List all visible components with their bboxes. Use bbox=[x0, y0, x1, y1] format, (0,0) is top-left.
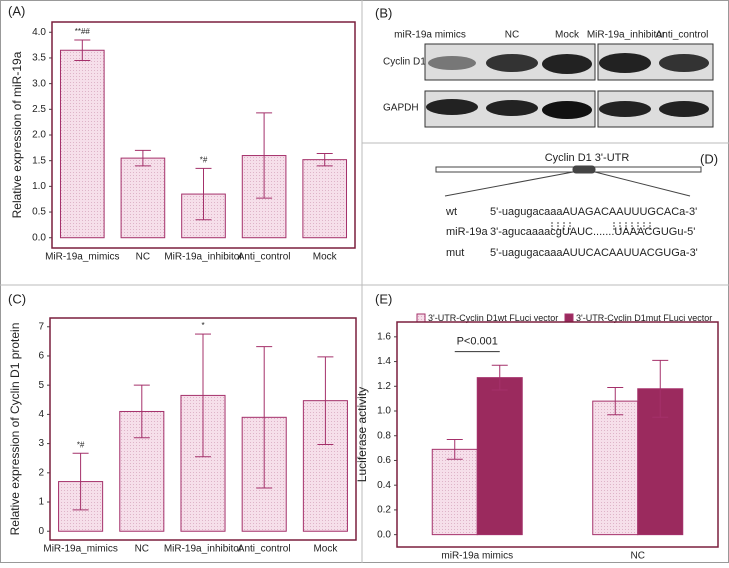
panel-label: (E) bbox=[375, 291, 392, 306]
x-tick-label: NC bbox=[135, 544, 149, 555]
y-tick-label: 0.8 bbox=[377, 430, 391, 441]
bar-annotation: *# bbox=[200, 155, 208, 164]
y-tick-label: 0.0 bbox=[377, 529, 391, 540]
x-tick-label: MiR-19a_mimics bbox=[43, 544, 117, 555]
y-tick-label: 7 bbox=[38, 321, 44, 332]
row-label: mut bbox=[446, 247, 464, 259]
plot-frame bbox=[51, 21, 356, 249]
utr-schematic bbox=[435, 165, 702, 230]
row-label: miR-19a bbox=[446, 226, 488, 238]
y-tick-label: 0 bbox=[38, 526, 44, 537]
x-tick-label: Anti_control bbox=[238, 544, 291, 555]
lane-label: MiR-19a_inhibitor bbox=[587, 30, 666, 41]
lane-label: Mock bbox=[555, 30, 580, 41]
legend-swatch bbox=[416, 313, 426, 323]
panel-label: (D) bbox=[700, 151, 718, 166]
blot-image bbox=[424, 43, 714, 128]
y-tick-label: 0.6 bbox=[377, 455, 391, 466]
y-tick-label: 1.6 bbox=[377, 331, 391, 342]
sequence: 3'-agucaaaacgUAUC.......UAAACGUGu-5' bbox=[490, 226, 695, 238]
bar bbox=[59, 49, 105, 239]
annotation: P<0.001 bbox=[457, 336, 498, 348]
y-tick-label: 1.0 bbox=[32, 181, 46, 192]
y-tick-label: 3 bbox=[38, 438, 44, 449]
legend-label: 3'-UTR-Cyclin D1wt FLuci vector bbox=[428, 313, 558, 323]
row-label: wt bbox=[445, 206, 457, 218]
y-tick-label: 0.0 bbox=[32, 232, 46, 243]
y-axis-label: Relative expression of Cyclin D1 protein bbox=[8, 323, 22, 536]
panel-label: (A) bbox=[8, 3, 25, 18]
y-tick-label: 0.2 bbox=[377, 505, 391, 516]
y-axis-label: Luciferase activity bbox=[355, 387, 369, 482]
bar bbox=[120, 157, 166, 239]
x-tick-label: MiR-19a_mimics bbox=[45, 252, 119, 263]
bar-annotation: * bbox=[201, 321, 204, 330]
x-tick-label: MiR-19a_inhibitor bbox=[164, 252, 243, 263]
y-tick-label: 1.0 bbox=[377, 406, 391, 417]
y-tick-label: 4.0 bbox=[32, 27, 46, 38]
y-tick-label: 4 bbox=[38, 409, 44, 420]
lane-label: miR-19a mimics bbox=[394, 30, 466, 41]
x-tick-label: NC bbox=[136, 252, 150, 263]
y-tick-label: 3.5 bbox=[32, 53, 46, 64]
row-label: Cyclin D1 bbox=[383, 57, 426, 68]
y-tick-label: 1 bbox=[38, 497, 44, 508]
legend-label: 3'-UTR-Cyclin D1mut FLuci vector bbox=[576, 313, 712, 323]
row-label: GAPDH bbox=[383, 103, 419, 114]
diagram-title: Cyclin D1 3'-UTR bbox=[545, 152, 630, 164]
bar-annotation: **## bbox=[75, 27, 91, 36]
y-tick-label: 0.4 bbox=[377, 480, 391, 491]
y-tick-label: 0.5 bbox=[32, 207, 46, 218]
x-tick-label: MiR-19a_inhibitor bbox=[164, 544, 243, 555]
sequence: 5'-uagugacaaaAUAGACAAUUUGCACa-3' bbox=[490, 206, 697, 218]
sequence: 5'-uagugacaaaAUUCACAAUUACGUGa-3' bbox=[490, 247, 698, 259]
y-axis-label: Relative expression of miR-19a bbox=[10, 51, 24, 218]
y-tick-label: 2.0 bbox=[32, 130, 46, 141]
legend-swatch bbox=[564, 313, 574, 323]
lane-label: NC bbox=[505, 30, 519, 41]
x-tick-label: NC bbox=[631, 551, 645, 562]
y-tick-label: 5 bbox=[38, 380, 44, 391]
y-tick-label: 1.2 bbox=[377, 381, 391, 392]
bar bbox=[431, 448, 478, 536]
y-tick-label: 1.4 bbox=[377, 356, 391, 367]
y-tick-label: 2 bbox=[38, 467, 44, 478]
bar bbox=[302, 159, 348, 239]
y-tick-label: 6 bbox=[38, 351, 44, 362]
bar bbox=[476, 377, 523, 536]
y-tick-label: 3.0 bbox=[32, 78, 46, 89]
lane-label: Anti_control bbox=[656, 30, 709, 41]
x-tick-label: Mock bbox=[313, 252, 338, 263]
x-tick-label: Anti_control bbox=[238, 252, 291, 263]
x-tick-label: miR-19a mimics bbox=[441, 551, 513, 562]
panel-label: (C) bbox=[8, 291, 26, 306]
y-tick-label: 2.5 bbox=[32, 104, 46, 115]
bar-annotation: *# bbox=[77, 440, 85, 449]
panel-label: (B) bbox=[375, 5, 392, 20]
plot-frame bbox=[396, 321, 719, 548]
bar bbox=[592, 400, 639, 536]
plot-frame bbox=[49, 317, 357, 541]
y-tick-label: 1.5 bbox=[32, 155, 46, 166]
x-tick-label: Mock bbox=[313, 544, 338, 555]
